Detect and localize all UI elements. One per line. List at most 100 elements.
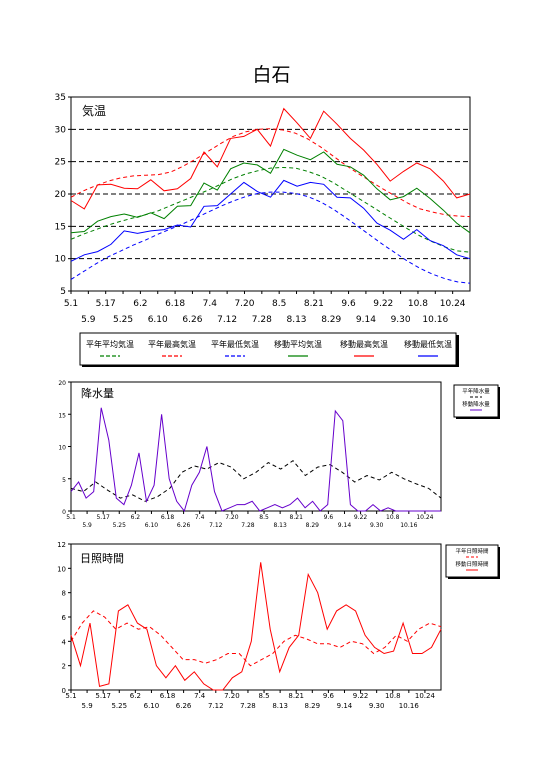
legend-box (79, 332, 457, 366)
series-line-4 (70, 148, 471, 234)
page-title: 白石 (252, 64, 291, 86)
y-tick-label: 10 (58, 445, 66, 452)
plot-frame (70, 543, 442, 691)
legend-entry: 平年平均気温 (86, 339, 134, 349)
legend-entry: 平年降水量 (462, 387, 490, 395)
x-tick-label: 8.5 (272, 299, 286, 309)
series-line-6 (70, 179, 471, 262)
x-tick-label: 9.6 (341, 299, 356, 309)
x-tick-label: 5.9 (82, 522, 92, 529)
series-line-2 (70, 128, 471, 218)
x-tick-label: 5.9 (82, 702, 93, 710)
x-tick-label: 9.30 (370, 522, 384, 529)
x-tick-label: 8.21 (290, 514, 304, 521)
x-tick-label: 5.17 (95, 692, 111, 700)
series-line-1 (70, 460, 442, 502)
series-line-3 (70, 191, 471, 284)
x-tick-label: 5.25 (113, 315, 133, 325)
x-tick-label: 9.6 (323, 692, 335, 700)
y-tick-label: 35 (55, 93, 66, 103)
legend-shadow (456, 417, 500, 419)
x-tick-label: 9.6 (324, 514, 334, 521)
x-tick-label: 7.12 (217, 315, 237, 325)
x-tick-label: 5.17 (96, 299, 116, 309)
x-tick-label: 5.25 (111, 702, 127, 710)
x-tick-label: 8.29 (321, 315, 341, 325)
x-tick-label: 8.5 (259, 514, 269, 521)
x-tick-label: 6.26 (182, 315, 202, 325)
x-tick-label: 10.8 (386, 514, 400, 521)
y-tick-label: 6 (62, 614, 67, 622)
y-tick-label: 10 (55, 255, 67, 265)
y-tick-label: 30 (55, 125, 67, 135)
x-tick-label: 6.10 (144, 702, 160, 710)
y-tick-label: 2 (62, 663, 66, 671)
y-tick-label: 4 (62, 638, 67, 646)
y-tick-label: 15 (55, 222, 66, 232)
x-tick-label: 5.25 (113, 522, 127, 529)
legend-entry: 移動日照時間 (455, 560, 489, 568)
x-tick-label: 5.1 (66, 514, 76, 521)
x-tick-label: 6.18 (165, 299, 185, 309)
x-tick-label: 10.16 (399, 702, 420, 710)
x-tick-label: 6.26 (176, 702, 192, 710)
chart-panel-1: 5 10 15 20 25 30 35 5.1 5.17 6.2 6.18 7.4 7.20 8.5 8.2… (55, 93, 471, 367)
x-tick-label: 6.18 (160, 692, 176, 700)
x-tick-label: 10.24 (415, 692, 436, 700)
x-tick-label: 5.1 (64, 299, 78, 309)
x-tick-label: 6.2 (133, 299, 147, 309)
legend-shadow (456, 335, 459, 367)
x-tick-label: 8.29 (305, 702, 321, 710)
chart-panel-2: 0 5 10 15 20 5.1 5.17 6.2 6.18 7.4 7.20 8.5 8.21 9.6 9… (58, 380, 500, 529)
panel-label: 気温 (82, 103, 106, 118)
x-tick-label: 7.20 (224, 692, 240, 700)
x-tick-label: 5.1 (65, 692, 76, 700)
legend-entry: 移動最高気温 (340, 339, 388, 349)
x-tick-label: 9.22 (353, 692, 369, 700)
x-tick-label: 8.13 (273, 522, 287, 529)
y-tick-label: 5 (60, 287, 66, 297)
y-tick-label: 20 (58, 380, 66, 387)
y-tick-label: 8 (62, 590, 66, 598)
x-tick-label: 8.21 (288, 692, 304, 700)
x-tick-label: 6.18 (161, 514, 175, 521)
x-tick-label: 9.30 (391, 315, 411, 325)
x-tick-label: 9.14 (356, 315, 376, 325)
panel-label: 日照時間 (80, 552, 124, 565)
x-tick-label: 7.28 (240, 702, 256, 710)
legend-shadow (498, 387, 500, 419)
y-tick-label: 0 (62, 509, 66, 516)
y-tick-label: 12 (57, 541, 66, 549)
legend-entry: 移動降水量 (462, 400, 490, 408)
legend-entry: 平年最高気温 (148, 339, 196, 349)
y-tick-label: 5 (62, 477, 66, 484)
legend-shadow (448, 577, 500, 579)
x-tick-label: 5.9 (81, 315, 96, 325)
x-tick-label: 8.5 (258, 692, 269, 700)
series-line-1 (70, 166, 471, 253)
x-tick-label: 10.8 (385, 692, 401, 700)
x-tick-label: 6.10 (145, 522, 159, 529)
x-tick-label: 10.24 (440, 299, 466, 309)
legend-shadow (82, 365, 459, 367)
x-tick-label: 6.10 (148, 315, 168, 325)
legend-entry: 移動最低気温 (404, 339, 452, 349)
x-tick-label: 10.8 (408, 299, 428, 309)
x-tick-label: 10.16 (400, 522, 417, 529)
legend-entry: 平年最低気温 (211, 339, 259, 349)
series-line-1 (70, 610, 442, 667)
x-tick-label: 8.13 (286, 315, 306, 325)
x-tick-label: 9.14 (338, 522, 352, 529)
x-tick-label: 6.2 (130, 692, 141, 700)
x-tick-label: 8.13 (272, 702, 288, 710)
x-tick-label: 9.22 (373, 299, 393, 309)
legend-entry: 平年日照時間 (455, 547, 489, 555)
panel-label: 降水量 (81, 386, 114, 400)
legend: 平年平均気温 平年最高気温 平年最低気温 移動平均気温 移動最高気温 移動最低気温 (79, 332, 459, 367)
x-tick-label: 7.20 (225, 514, 239, 521)
x-tick-label: 9.14 (337, 702, 353, 710)
x-tick-label: 8.21 (304, 299, 324, 309)
